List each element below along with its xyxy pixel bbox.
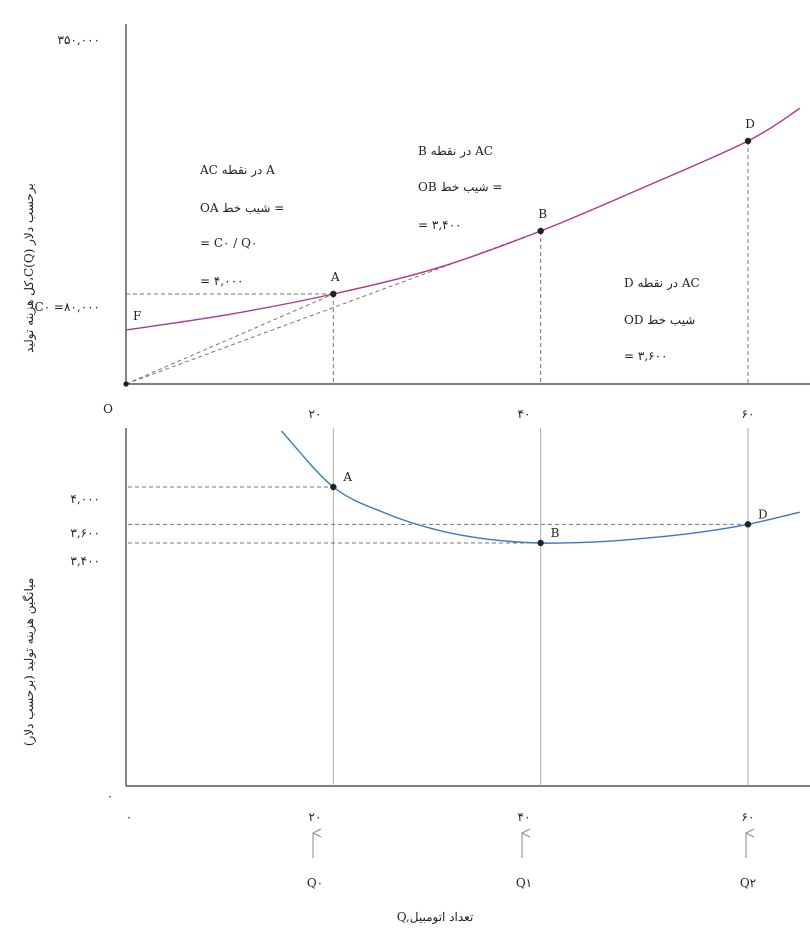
origin-label: O (103, 402, 113, 416)
y-tick-4000: ۴,۰۰۰ (70, 492, 100, 506)
point-b (537, 227, 544, 235)
top-points: F A B D (123, 117, 755, 387)
y-tick-350000: ۳۵۰,۰۰۰ (58, 33, 101, 47)
annotation-a-line-2: OA شیب خط = (200, 201, 284, 215)
x-name-q0: Q۰ (307, 876, 323, 890)
bottom-x-tick-20: ۲۰ (309, 810, 322, 824)
annotation-b-line-3: = ۳,۴۰۰ (418, 218, 461, 232)
annotation-d-line-1: D در نقطه AC (624, 276, 700, 290)
point-label-a: A (330, 270, 340, 284)
point-label-b: B (538, 207, 547, 221)
ray-oa (125, 293, 334, 385)
x-name-q2: Q۲ (740, 876, 756, 890)
total-cost-panel: F A B D ۳۵۰,۰۰۰ C۰ =۸۰,۰۰۰ O ۲۰ ۴۰ ۶۰ کل هز… (22, 24, 810, 421)
point-a (330, 290, 337, 298)
average-cost-panel: A B D ۴,۰۰۰ ۳,۶۰۰ ۳,۴۰۰ ۰ ۰ ۲۰ ۴۰ ۶۰ Q۰ Q۱… (22, 428, 810, 924)
bottom-points: A B D (330, 470, 768, 547)
ac-point-b (537, 539, 544, 547)
y-tick-3400: ۳,۴۰۰ (70, 554, 100, 568)
x-name-q1: Q۱ (516, 876, 532, 890)
ac-point-label-b: B (551, 526, 560, 540)
top-x-tick-20: ۲۰ (309, 407, 322, 421)
total-cost-curve (126, 107, 801, 331)
x-axis-label: Q,تعداد اتومبیل (397, 910, 474, 924)
annotation-a-line-1: AC در نقطه A (199, 163, 275, 177)
annotation-a: AC در نقطه A OA شیب خط = = C۰ / Q۰ = ۴,۰… (199, 163, 284, 288)
annotation-b: B در نقطه AC OB شیب خط = = ۳,۴۰۰ (418, 144, 502, 232)
top-y-axis-label: کل هزینه تولید،C(Q) برحسب دلار (22, 183, 36, 353)
bottom-x-tick-0: ۰ (126, 810, 132, 824)
point-origin (123, 381, 129, 387)
ac-point-a (330, 483, 337, 491)
annotation-d: D در نقطه AC OD شیب خط = ۳,۶۰۰ (624, 276, 700, 363)
bottom-x-tick-40: ۴۰ (518, 810, 531, 824)
point-label-f: F (133, 309, 141, 323)
point-d (744, 137, 752, 145)
annotation-d-line-3: = ۳,۶۰۰ (624, 349, 667, 363)
annotation-a-line-3: = C۰ / Q۰ (200, 236, 257, 250)
annotation-b-line-2: OB شیب خط = (418, 180, 502, 194)
annotation-a-line-4: = ۴,۰۰۰ (200, 274, 243, 288)
ac-point-label-d: D (758, 507, 768, 521)
ac-point-d (744, 521, 752, 528)
bottom-x-tick-60: ۶۰ (742, 810, 755, 824)
annotation-d-line-2: OD شیب خط (624, 313, 695, 327)
ray-ob (125, 230, 541, 385)
bottom-guide-lines (128, 428, 749, 786)
annotation-b-line-1: B در نقطه AC (418, 144, 493, 158)
bottom-y-axis-label: میانگین هزینه تولید (برحسب دلار) (22, 578, 36, 746)
ac-point-label-a: A (342, 470, 352, 484)
top-x-tick-40: ۴۰ (518, 407, 531, 421)
y-tick-c0: C۰ =۸۰,۰۰۰ (34, 300, 100, 314)
bottom-origin-label: ۰ (107, 789, 113, 803)
top-x-tick-60: ۶۰ (742, 407, 755, 421)
y-tick-3600: ۳,۶۰۰ (70, 526, 100, 540)
point-label-d: D (745, 117, 755, 131)
top-guide-lines (126, 141, 749, 384)
top-ray-lines (125, 230, 541, 385)
